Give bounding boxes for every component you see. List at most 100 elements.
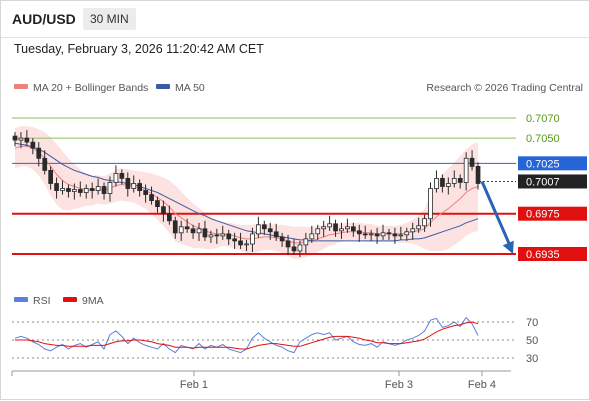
rsi-legend: RSI 9MA bbox=[14, 295, 104, 307]
ma50-line bbox=[14, 142, 479, 242]
candle bbox=[60, 180, 65, 195]
candle bbox=[273, 223, 279, 241]
candle bbox=[255, 216, 261, 238]
candle bbox=[196, 222, 202, 241]
support-1-label-text: 0.6975 bbox=[526, 209, 560, 221]
candle bbox=[184, 218, 190, 233]
candle bbox=[125, 172, 131, 197]
candle bbox=[333, 219, 338, 237]
rsi-legend-label: RSI bbox=[33, 295, 51, 307]
candle bbox=[339, 222, 344, 239]
support-1-label-box bbox=[518, 206, 587, 221]
candle bbox=[166, 205, 172, 225]
candle bbox=[36, 142, 42, 167]
pivot-label-text: 0.7025 bbox=[526, 158, 560, 170]
candle bbox=[285, 234, 291, 256]
level-labels: 0.7070 0.7050 0.7025 0.7007 0.6975 0.6935 bbox=[518, 113, 587, 261]
candle bbox=[18, 132, 24, 149]
candles bbox=[12, 130, 481, 258]
ma50-legend-label: MA 50 bbox=[175, 82, 205, 94]
candle bbox=[161, 200, 166, 222]
candle bbox=[321, 220, 327, 237]
candle bbox=[178, 220, 184, 241]
rsi-legend-swatch bbox=[14, 297, 28, 302]
candle bbox=[131, 175, 137, 193]
bollinger-band-area bbox=[15, 126, 478, 259]
candle bbox=[232, 232, 237, 249]
rsi-grid bbox=[12, 321, 516, 359]
candle bbox=[208, 230, 214, 243]
candle bbox=[309, 225, 315, 243]
candle bbox=[30, 138, 36, 155]
candle bbox=[172, 216, 178, 239]
current-price-label: 0.7007 bbox=[518, 174, 587, 189]
x-tick-label: Feb 3 bbox=[385, 379, 413, 391]
datetime-label: Tuesday, February 3, 2026 11:20:42 AM CE… bbox=[14, 42, 264, 56]
rsi-line bbox=[14, 316, 479, 354]
candle bbox=[244, 239, 249, 251]
resistance-1-label: 0.7050 bbox=[526, 133, 560, 145]
candle bbox=[356, 224, 362, 242]
candle bbox=[457, 174, 463, 189]
projection-arrow-head bbox=[502, 240, 514, 254]
candle bbox=[291, 238, 297, 256]
candle bbox=[350, 222, 356, 237]
candle bbox=[297, 240, 303, 258]
projection-arrow bbox=[480, 180, 514, 254]
x-tick-label: Feb 1 bbox=[180, 379, 208, 391]
candle bbox=[238, 232, 243, 249]
header-bar: AUD/USD 30 MIN bbox=[1, 1, 589, 38]
candle bbox=[463, 152, 469, 191]
timeframe-badge[interactable]: 30 MIN bbox=[83, 8, 136, 30]
support-2-label-box bbox=[518, 247, 587, 261]
candle bbox=[72, 183, 77, 200]
candle bbox=[404, 227, 410, 241]
candle bbox=[410, 222, 416, 240]
candle bbox=[398, 226, 404, 240]
rsi-tick-70: 70 bbox=[526, 317, 538, 329]
candle bbox=[24, 130, 30, 147]
resistance-2-label: 0.7070 bbox=[526, 113, 560, 125]
candle bbox=[113, 165, 119, 187]
chart-legend: MA 20 + Bollinger Bands MA 50 Research ©… bbox=[14, 82, 583, 94]
resistance-1-label-text: 0.7050 bbox=[526, 133, 560, 145]
pivot-label: 0.7025 bbox=[518, 156, 587, 171]
candle bbox=[440, 174, 445, 193]
candle bbox=[143, 184, 148, 203]
support-2-label: 0.6935 bbox=[518, 247, 587, 261]
current-price-label-text: 0.7007 bbox=[526, 176, 560, 188]
candle bbox=[475, 162, 481, 190]
rsi-tick-labels: 70 50 30 bbox=[526, 317, 538, 365]
candle bbox=[451, 170, 457, 188]
candle bbox=[422, 214, 427, 232]
candle bbox=[392, 227, 398, 244]
candle bbox=[428, 182, 433, 227]
rsi-tick-50: 50 bbox=[526, 335, 538, 347]
candle bbox=[12, 132, 18, 147]
candle bbox=[374, 227, 380, 244]
ma9-legend-label: 9MA bbox=[82, 295, 104, 307]
candle bbox=[303, 232, 309, 253]
candle bbox=[155, 196, 160, 213]
candle bbox=[101, 182, 107, 200]
pivot-label-box bbox=[518, 156, 587, 171]
resistance-2-label-text: 0.7070 bbox=[526, 113, 560, 125]
candle bbox=[42, 150, 48, 175]
price-pane: 0.7070 0.7050 0.7025 0.7007 0.6975 0.6935 bbox=[12, 113, 587, 261]
ma50-legend-swatch bbox=[156, 84, 170, 89]
candle bbox=[469, 150, 475, 171]
candle bbox=[54, 177, 59, 199]
candle bbox=[202, 220, 208, 241]
candle bbox=[66, 184, 71, 198]
candle bbox=[214, 228, 220, 244]
x-axis: Feb 1 Feb 3 Feb 4 bbox=[11, 370, 511, 391]
candle bbox=[261, 220, 267, 235]
candle bbox=[83, 184, 89, 199]
candle bbox=[267, 222, 273, 240]
candle bbox=[149, 186, 154, 205]
candle bbox=[107, 176, 113, 202]
projection-arrow-shaft bbox=[480, 180, 513, 249]
candle bbox=[119, 169, 125, 185]
candle bbox=[315, 224, 321, 240]
